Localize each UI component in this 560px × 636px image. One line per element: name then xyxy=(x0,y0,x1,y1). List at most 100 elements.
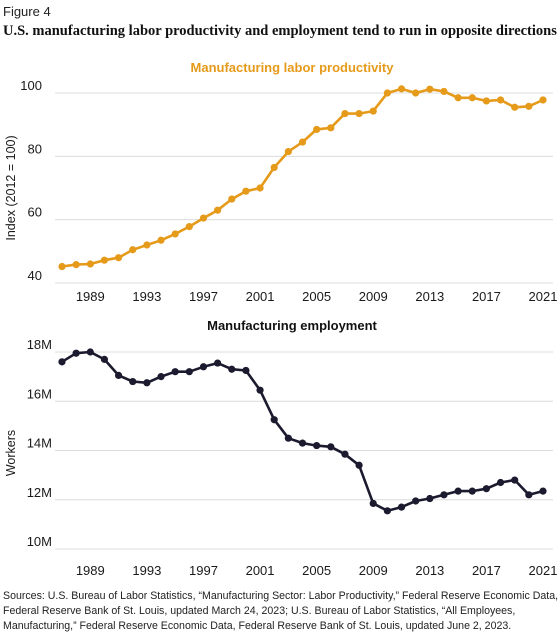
productivity-xtick-label: 1989 xyxy=(76,289,105,304)
employment-point xyxy=(114,371,123,379)
employment-point xyxy=(426,494,434,503)
sources-note: Sources: U.S. Bureau of Labor Statistics… xyxy=(3,590,559,632)
productivity-point xyxy=(440,87,448,96)
employment-point xyxy=(341,450,349,458)
productivity-point xyxy=(185,223,193,231)
chart-canvas: 40 60 80 100 1989 1993 1997 2001 2005 2009 2013 201… xyxy=(4,60,557,578)
productivity-point xyxy=(511,103,519,111)
employment-point xyxy=(58,358,66,366)
productivity-ytick-label: 40 xyxy=(28,268,42,283)
employment-point xyxy=(157,373,165,381)
employment-point xyxy=(313,441,321,450)
employment-panel: 10M 12M 14M 16M 18M 1989 1993 1997 2001 2005 2009 2… xyxy=(4,318,557,578)
employment-point xyxy=(298,439,307,447)
productivity-point xyxy=(454,94,462,102)
employment-ytick-label: 10M xyxy=(27,534,52,549)
productivity-point xyxy=(228,195,236,203)
employment-point xyxy=(468,487,476,495)
productivity-point xyxy=(143,241,151,249)
employment-point xyxy=(511,476,519,484)
productivity-point xyxy=(270,163,278,172)
productivity-point xyxy=(58,262,66,271)
productivity-point xyxy=(114,254,123,262)
employment-point xyxy=(199,363,208,371)
productivity-xtick-label: 2013 xyxy=(415,289,444,304)
employment-xtick-label: 2021 xyxy=(529,563,558,578)
employment-xtick-label: 2013 xyxy=(415,563,444,578)
productivity-point xyxy=(72,261,80,269)
productivity-title: Manufacturing labor productivity xyxy=(191,60,395,75)
productivity-ytick-label: 80 xyxy=(28,141,42,156)
productivity-point xyxy=(383,89,391,97)
productivity-point xyxy=(313,125,321,134)
productivity-point xyxy=(525,102,533,110)
productivity-xtick-label: 1993 xyxy=(132,289,161,304)
employment-point xyxy=(72,349,80,357)
employment-point xyxy=(214,359,222,367)
productivity-series-line xyxy=(61,87,544,268)
employment-xtick-label: 1997 xyxy=(189,563,218,578)
employment-ytick-label: 12M xyxy=(27,485,52,500)
employment-xtick-label: 2017 xyxy=(472,563,501,578)
employment-point xyxy=(284,434,292,442)
employment-point xyxy=(496,478,505,487)
productivity-point xyxy=(468,94,476,102)
employment-point xyxy=(100,355,109,363)
employment-xtick-label: 2009 xyxy=(359,563,388,578)
employment-point xyxy=(228,365,236,373)
employment-ylabel: Workers xyxy=(4,430,18,476)
productivity-point xyxy=(86,260,94,268)
employment-title: Manufacturing employment xyxy=(207,318,377,333)
employment-point xyxy=(539,487,547,495)
productivity-xtick-label: 2005 xyxy=(302,289,331,304)
employment-xtick-label: 2005 xyxy=(302,563,331,578)
productivity-panel: 40 60 80 100 1989 1993 1997 2001 2005 2009 2013 201… xyxy=(4,60,557,304)
productivity-point xyxy=(412,89,420,97)
productivity-ytick-label: 100 xyxy=(20,78,42,93)
employment-point xyxy=(242,366,250,375)
employment-point xyxy=(256,386,264,394)
employment-point xyxy=(454,487,462,495)
employment-point xyxy=(143,379,151,387)
productivity-xtick-label: 2017 xyxy=(472,289,501,304)
productivity-point xyxy=(426,85,434,93)
productivity-point xyxy=(171,230,179,238)
productivity-point xyxy=(369,107,377,115)
employment-ytick-label: 16M xyxy=(27,386,52,401)
employment-point xyxy=(185,368,193,376)
employment-xtick-label: 1989 xyxy=(76,563,105,578)
productivity-point xyxy=(298,138,307,146)
productivity-point xyxy=(157,236,165,244)
employment-point xyxy=(129,377,137,386)
productivity-point xyxy=(199,214,208,222)
productivity-point xyxy=(100,256,109,264)
productivity-point xyxy=(284,147,292,156)
employment-series-line xyxy=(61,350,544,513)
employment-ytick-label: 18M xyxy=(27,337,52,352)
employment-point xyxy=(525,491,533,499)
productivity-point xyxy=(355,109,363,118)
employment-point xyxy=(369,499,377,508)
productivity-point xyxy=(341,109,349,118)
productivity-point xyxy=(242,187,250,195)
employment-point xyxy=(440,491,448,499)
productivity-point xyxy=(129,246,137,254)
productivity-xtick-label: 2001 xyxy=(246,289,275,304)
productivity-ytick-label: 60 xyxy=(28,205,42,220)
employment-point xyxy=(383,507,391,515)
figure-label: Figure 4 xyxy=(3,4,51,19)
productivity-point xyxy=(496,96,505,104)
employment-point xyxy=(397,503,406,511)
productivity-point xyxy=(327,124,335,132)
productivity-point xyxy=(539,96,547,104)
productivity-point xyxy=(256,184,264,192)
employment-point xyxy=(327,443,335,451)
productivity-xtick-label: 2009 xyxy=(359,289,388,304)
employment-point xyxy=(355,461,363,469)
productivity-point xyxy=(482,97,491,105)
employment-xtick-label: 1993 xyxy=(132,563,161,578)
employment-xtick-label: 2001 xyxy=(246,563,275,578)
employment-point xyxy=(270,416,278,424)
productivity-point xyxy=(214,206,222,214)
figure-title: U.S. manufacturing labor productivity an… xyxy=(3,23,557,39)
